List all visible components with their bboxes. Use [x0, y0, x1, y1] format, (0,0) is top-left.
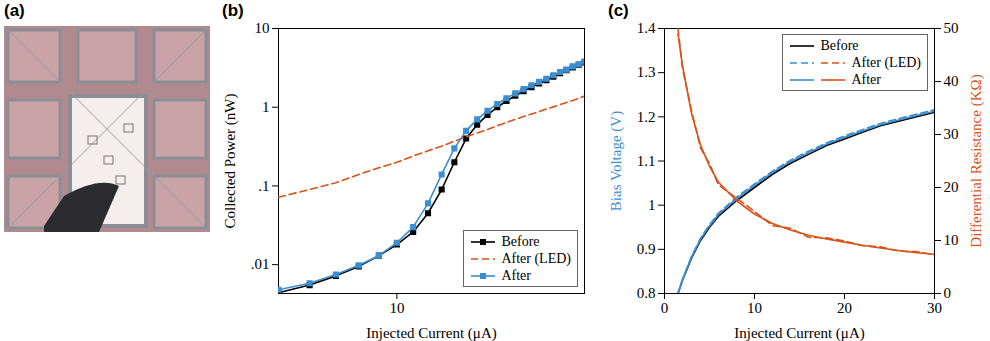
svg-text:1: 1 — [262, 99, 270, 115]
svg-text:30: 30 — [927, 300, 942, 316]
svg-text:1.2: 1.2 — [637, 109, 656, 125]
html-text:After: After — [501, 267, 531, 283]
svg-text:Injected Current (μA): Injected Current (μA) — [366, 325, 497, 341]
html-text:After (LED): After (LED) — [501, 250, 571, 266]
svg-text:0.9: 0.9 — [637, 241, 656, 257]
svg-text:50: 50 — [944, 20, 959, 36]
svg-text:1: 1 — [648, 197, 656, 213]
svg-text:10: 10 — [944, 232, 959, 248]
svg-text:10: 10 — [255, 20, 270, 36]
svg-text:.01: .01 — [251, 256, 270, 272]
svg-text:40: 40 — [944, 73, 959, 89]
svg-text:Bias Voltage (V): Bias Voltage (V) — [608, 111, 625, 211]
html-text:After: After — [851, 71, 881, 87]
svg-text:1.4: 1.4 — [637, 20, 656, 36]
svg-text:.1: .1 — [258, 178, 269, 194]
svg-text:0.8: 0.8 — [637, 285, 656, 301]
svg-text:Differential Resistance (KΩ): Differential Resistance (KΩ) — [968, 74, 985, 247]
html-text:(c): (c) — [608, 1, 629, 20]
svg-text:30: 30 — [944, 126, 959, 142]
html-text:Before: Before — [820, 37, 859, 53]
html-text:After (LED): After (LED) — [851, 54, 921, 70]
svg-text:1.1: 1.1 — [637, 153, 656, 169]
svg-text:10: 10 — [389, 300, 404, 316]
svg-text:Injected Current (μA): Injected Current (μA) — [734, 325, 865, 341]
svg-text:20: 20 — [944, 179, 959, 195]
html-text:(a): (a) — [4, 1, 25, 20]
html-text:Before: Before — [501, 233, 540, 249]
svg-text:1.3: 1.3 — [637, 64, 656, 80]
svg-text:10: 10 — [747, 300, 762, 316]
svg-text:0: 0 — [661, 300, 669, 316]
html-text:(b): (b) — [222, 1, 244, 20]
svg-text:20: 20 — [837, 300, 852, 316]
svg-text:Collected Power (nW): Collected Power (nW) — [222, 94, 239, 229]
svg-text:0: 0 — [944, 285, 952, 301]
